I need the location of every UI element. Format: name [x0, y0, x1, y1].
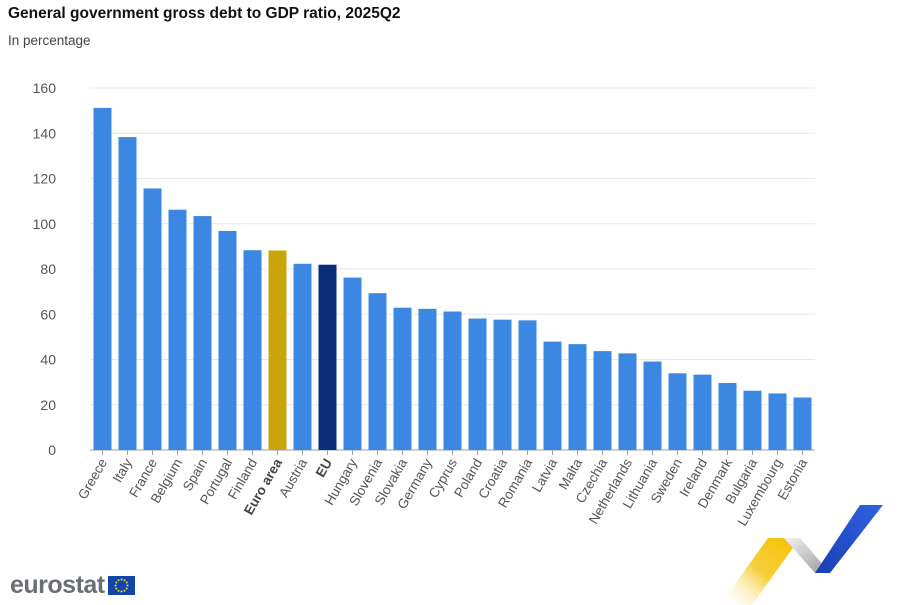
chart-subtitle: In percentage — [8, 33, 91, 48]
bar-romania[interactable] — [518, 320, 537, 450]
bar-euro-area[interactable] — [268, 250, 287, 450]
bar-malta[interactable] — [568, 344, 587, 450]
bar-poland[interactable] — [468, 318, 487, 450]
y-tick-label: 160 — [33, 80, 57, 96]
bar-luxembourg[interactable] — [768, 393, 787, 450]
bar-austria[interactable] — [293, 263, 312, 450]
bar-bulgaria[interactable] — [743, 390, 762, 450]
bar-cyprus[interactable] — [443, 311, 462, 450]
bar-ireland[interactable] — [693, 374, 712, 450]
bar-lithuania[interactable] — [643, 361, 662, 450]
x-tick-label: EU — [313, 456, 335, 480]
eurostat-logo: eurostat — [10, 571, 135, 600]
bar-sweden[interactable] — [668, 373, 687, 450]
y-tick-label: 60 — [40, 306, 56, 322]
bar-hungary[interactable] — [343, 277, 362, 450]
y-tick-label: 40 — [40, 352, 56, 368]
bar-croatia[interactable] — [493, 319, 512, 450]
bar-france[interactable] — [143, 188, 162, 450]
y-tick-label: 140 — [33, 125, 57, 141]
bar-belgium[interactable] — [168, 209, 187, 450]
bars — [93, 107, 812, 450]
bar-portugal[interactable] — [218, 230, 237, 450]
y-tick-label: 120 — [33, 171, 57, 187]
logo-text: eurostat — [10, 571, 105, 599]
bar-eu[interactable] — [318, 264, 337, 450]
bar-latvia[interactable] — [543, 341, 562, 450]
bar-spain[interactable] — [193, 216, 212, 450]
y-axis-ticks: 0 20 40 60 80 100 120 140 160 — [33, 80, 57, 458]
bar-czechia[interactable] — [593, 351, 612, 450]
bar-estonia[interactable] — [793, 397, 812, 450]
bar-germany[interactable] — [418, 308, 437, 450]
x-tick-label: Latvia — [529, 456, 560, 495]
bar-greece[interactable] — [93, 107, 112, 450]
bar-italy[interactable] — [118, 137, 137, 450]
eu-flag-icon — [107, 576, 135, 595]
bar-denmark[interactable] — [718, 383, 737, 450]
bar-slovakia[interactable] — [393, 307, 412, 450]
decorative-ribbon — [720, 505, 883, 605]
y-tick-label: 100 — [33, 216, 57, 232]
y-tick-label: 20 — [40, 397, 56, 413]
x-tick-label: Italy — [110, 456, 135, 485]
x-axis-ticks: Greece ItalyFranceBelgiumSpainPortugalFin… — [75, 450, 810, 529]
y-tick-label: 80 — [40, 261, 56, 277]
bar-slovenia[interactable] — [368, 293, 387, 450]
y-tick-label: 0 — [48, 442, 56, 458]
chart-title: General government gross debt to GDP rat… — [8, 5, 401, 22]
x-tick-label: Greece — [75, 456, 110, 502]
bar-netherlands[interactable] — [618, 353, 637, 450]
bar-finland[interactable] — [243, 250, 262, 450]
